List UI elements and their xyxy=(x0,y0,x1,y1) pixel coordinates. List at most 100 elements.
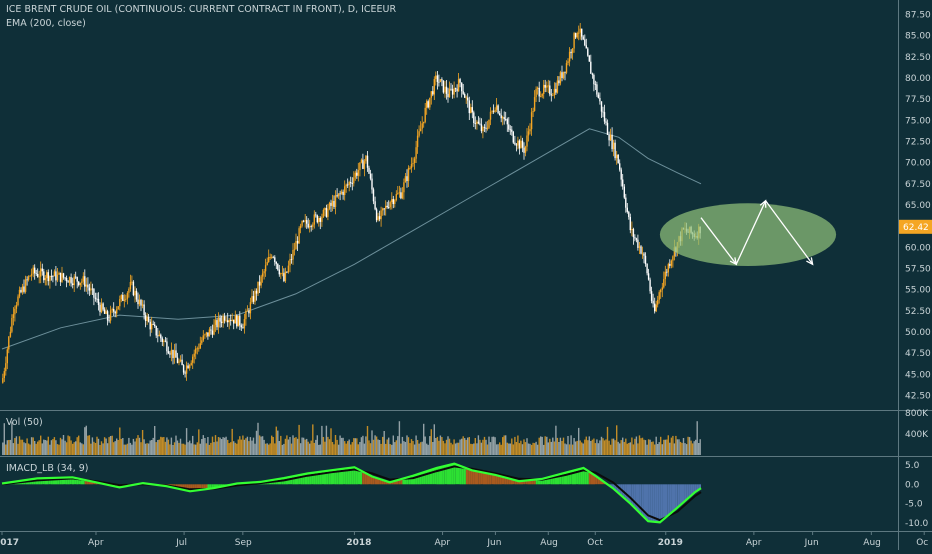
volume-bar xyxy=(196,442,198,455)
volume-bar xyxy=(268,444,270,455)
ema-legend[interactable]: EMA (200, close) xyxy=(6,18,86,29)
macd-histogram-bar xyxy=(633,484,636,508)
macd-histogram-bar xyxy=(46,478,49,485)
macd-histogram-bar xyxy=(641,484,644,516)
candle-body xyxy=(363,161,366,169)
macd-histogram-bar xyxy=(531,479,534,485)
macd-histogram-bar xyxy=(201,484,204,490)
volume-bar xyxy=(23,442,25,455)
symbol-title[interactable]: ICE BRENT CRUDE OIL (CONTINUOUS: CURRENT… xyxy=(6,4,397,15)
macd-histogram-bar xyxy=(50,478,53,485)
macd-histogram-bar xyxy=(468,469,471,485)
macd-histogram-bar xyxy=(563,473,566,485)
volume-bar xyxy=(49,444,51,455)
candle-body xyxy=(30,273,33,276)
time-tick-label: Sep xyxy=(235,538,252,548)
volume-bar xyxy=(655,436,657,455)
macd-histogram-bar xyxy=(294,475,297,485)
candle-body xyxy=(163,340,165,342)
volume-bar xyxy=(616,425,618,455)
volume-bar xyxy=(345,443,347,455)
volume-bar xyxy=(189,440,191,455)
volume-bar xyxy=(416,440,419,455)
volume-bar xyxy=(552,437,554,455)
candle-body xyxy=(619,163,621,170)
candle-body xyxy=(581,28,583,37)
macd-histogram-bar xyxy=(406,477,409,485)
candle-body xyxy=(451,89,454,95)
volume-bar xyxy=(138,437,141,455)
volume-bar xyxy=(106,443,109,455)
candle-body xyxy=(103,309,106,314)
volume-bar xyxy=(254,443,256,455)
volume-bar xyxy=(219,437,221,455)
candle-body xyxy=(520,140,522,149)
volume-bar xyxy=(53,437,56,455)
candle-body xyxy=(564,71,566,73)
volume-bar xyxy=(236,443,238,455)
volume-bar xyxy=(517,435,519,455)
candle-body xyxy=(436,75,439,82)
volume-bar xyxy=(233,441,235,455)
volume-bar xyxy=(505,435,507,455)
candle-body xyxy=(655,304,657,312)
macd-legend[interactable]: IMACD_LB (34, 9) xyxy=(6,463,89,474)
macd-histogram-bar xyxy=(648,484,651,522)
time-tick-label: Aug xyxy=(540,538,558,548)
volume-bar xyxy=(588,436,590,455)
candle-body xyxy=(157,335,159,337)
candle-body xyxy=(594,84,597,85)
volume-bar xyxy=(626,443,628,455)
macd-histogram-bar xyxy=(544,478,547,485)
volume-bar xyxy=(474,438,476,455)
volume-bar xyxy=(640,438,642,455)
candle-body xyxy=(439,79,442,82)
candle-body xyxy=(44,278,46,281)
macd-histogram-bar xyxy=(472,470,475,485)
volume-bar xyxy=(362,435,364,455)
macd-histogram-bar xyxy=(360,470,363,485)
candle-body xyxy=(650,291,653,301)
volume-legend[interactable]: Vol (50) xyxy=(6,417,43,428)
volume-bar xyxy=(284,438,287,455)
macd-histogram-bar xyxy=(69,477,72,485)
macd-histogram-bar xyxy=(550,476,553,485)
candle-body xyxy=(214,320,217,325)
candle-body xyxy=(293,249,296,251)
candle-body xyxy=(38,276,40,278)
candle-body xyxy=(233,319,235,324)
candle-body xyxy=(584,39,586,46)
candle-body xyxy=(90,288,92,291)
candle-body xyxy=(46,272,48,279)
volume-bar xyxy=(555,425,557,455)
volume-bar xyxy=(403,441,405,455)
candle-body xyxy=(290,259,293,260)
candle-body xyxy=(237,315,239,327)
candle-body xyxy=(125,298,127,300)
candle-body xyxy=(371,178,373,190)
candle-body xyxy=(544,84,546,88)
volume-bar xyxy=(100,441,103,455)
candle-body xyxy=(423,121,425,124)
macd-histogram-bar xyxy=(662,484,665,519)
volume-bar xyxy=(435,438,437,455)
volume-bar xyxy=(486,444,489,455)
volume-bar xyxy=(654,444,656,455)
candle-body xyxy=(432,91,434,95)
volume-bar xyxy=(149,440,151,455)
volume-bar xyxy=(571,444,574,455)
volume-bar xyxy=(328,439,331,455)
volume-bar xyxy=(409,443,411,455)
macd-histogram-bar xyxy=(652,484,655,522)
volume-bar xyxy=(573,438,575,455)
candle-body xyxy=(155,326,157,336)
volume-bar xyxy=(170,437,173,455)
volume-bar xyxy=(340,437,343,455)
macd-histogram-bar xyxy=(59,477,62,485)
macd-histogram-bar xyxy=(548,476,551,485)
volume-bar xyxy=(116,438,118,455)
volume-bar xyxy=(541,436,543,455)
candle-body xyxy=(100,303,103,313)
